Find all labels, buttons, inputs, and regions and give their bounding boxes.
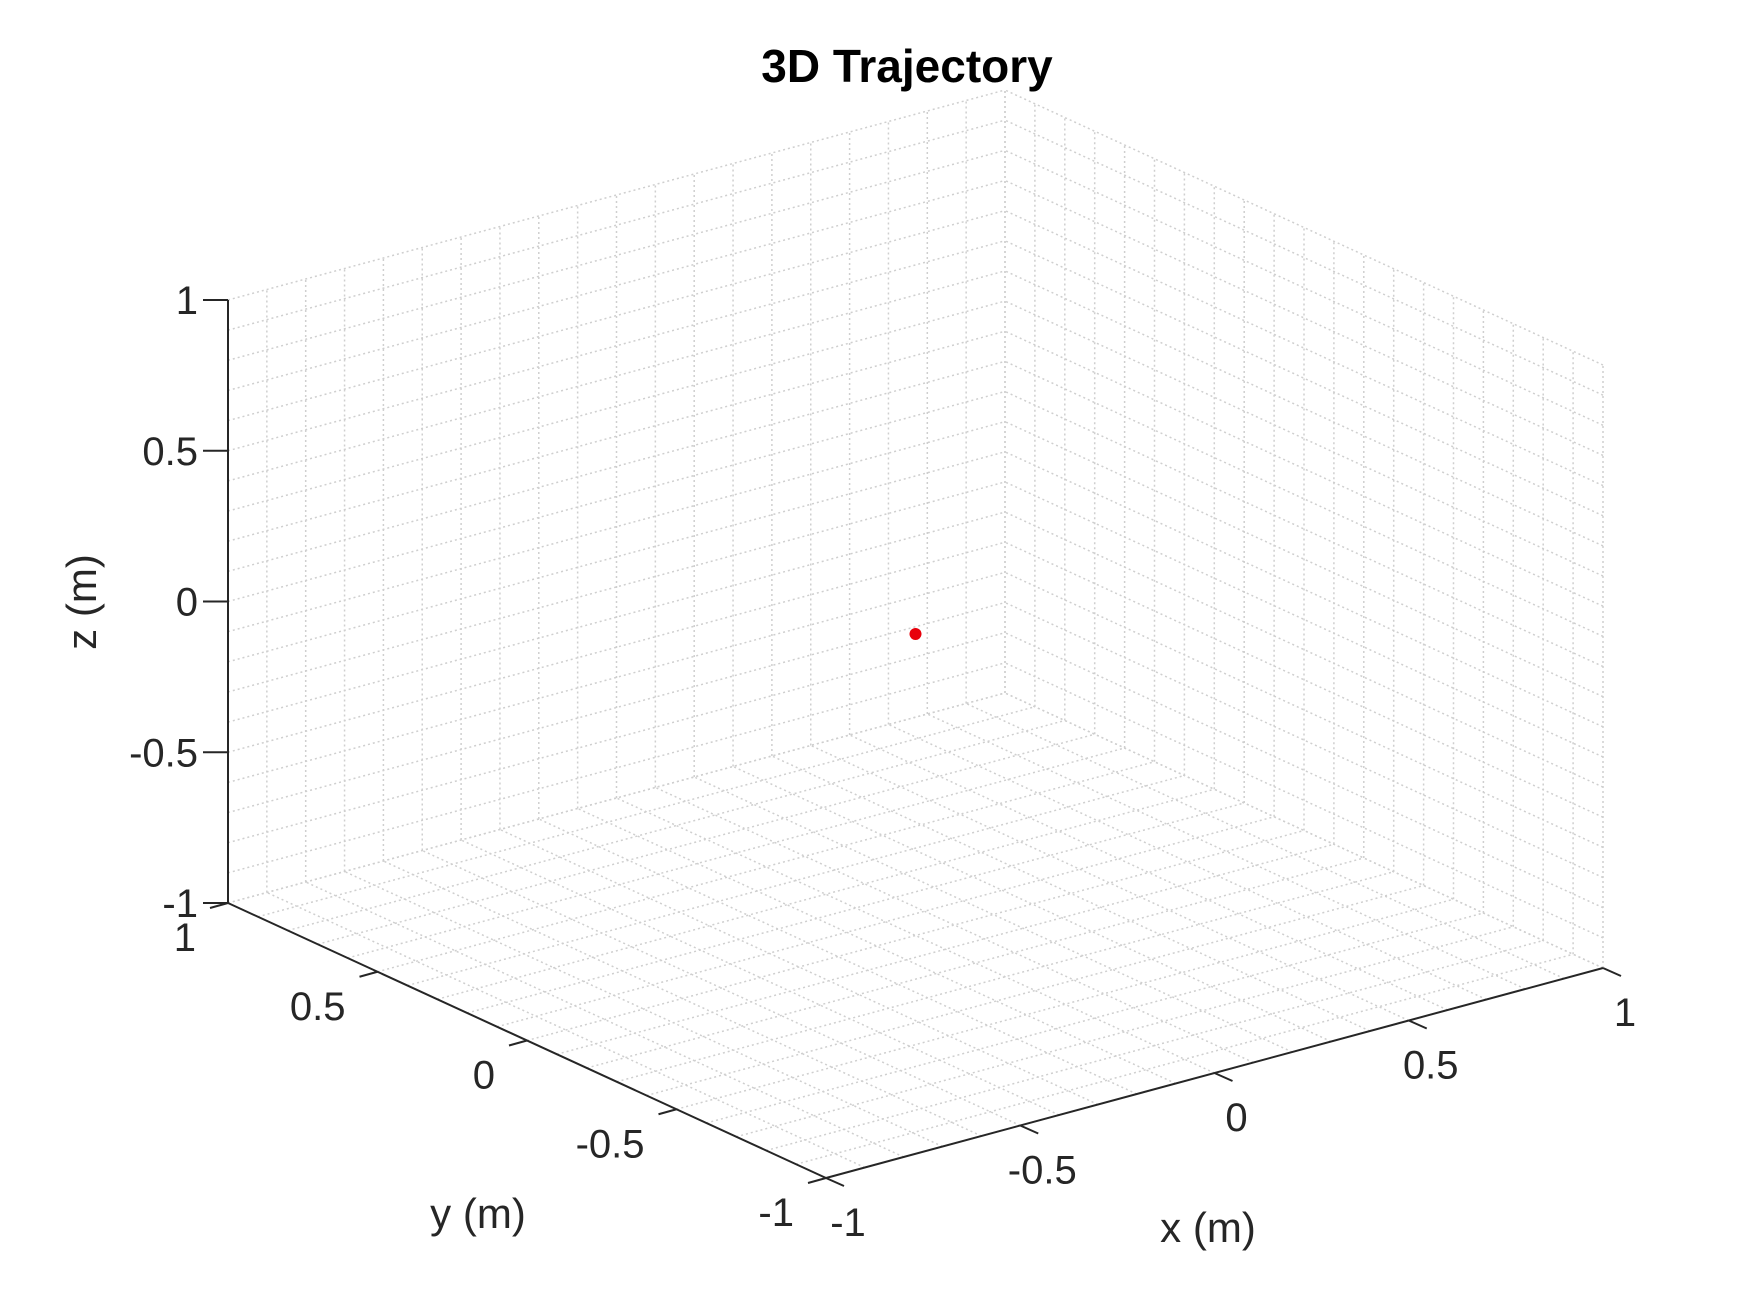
grid-line [467, 802, 1245, 1014]
z-axis-ticks: -1 -0.5 0 0.5 1 [129, 279, 228, 926]
x-tick-mark [1602, 967, 1622, 977]
grid-line [377, 761, 1155, 973]
x-tick-label: 0 [1225, 1096, 1247, 1140]
grid-line [227, 360, 1006, 573]
grid-line [227, 571, 1006, 784]
z-tick-label: 0.5 [142, 430, 198, 474]
y-tick-label: -1 [758, 1191, 794, 1235]
trajectory-points [909, 628, 922, 640]
grid-line [227, 119, 1006, 331]
y-tick-mark [359, 970, 378, 978]
y-tick-mark [209, 902, 229, 909]
y-axis-label: y (m) [430, 1190, 526, 1237]
z-tick-label: 1 [176, 279, 198, 323]
chart-title: 3D Trajectory [761, 40, 1053, 92]
grid-line [227, 300, 1006, 512]
grid-line [227, 240, 1006, 452]
z-tick-label: -1 [162, 882, 198, 926]
grid-line [227, 692, 1006, 904]
grid-line [556, 843, 1335, 1055]
y-tick-mark [658, 1108, 677, 1116]
grid-line [526, 829, 1305, 1042]
x-axis-label: x (m) [1160, 1204, 1256, 1251]
grid-line [227, 511, 1006, 723]
grid-line [676, 898, 1454, 1110]
grid-line [227, 209, 1006, 422]
grid-line [347, 747, 1125, 959]
x-tick-label: 0.5 [1403, 1044, 1459, 1088]
grid-line [227, 89, 1006, 301]
y-tick-label: 0 [473, 1054, 495, 1098]
y-axis-ticks: -1 -0.5 0 0.5 1 [174, 902, 827, 1235]
grid-line [227, 270, 1006, 482]
grid-line [317, 733, 1095, 945]
x-tick-label: 1 [1614, 991, 1636, 1035]
grid-line [227, 451, 1006, 663]
x-tick-label: -0.5 [1008, 1149, 1077, 1193]
z-tick-label: -0.5 [129, 731, 198, 775]
grid-line [766, 939, 1544, 1152]
x-axis-ticks: -1 -0.5 0 0.5 1 [825, 967, 1636, 1245]
grid-line [407, 774, 1185, 987]
x-tick-mark [1019, 1124, 1039, 1135]
grid-line [257, 706, 1036, 918]
grid-line [227, 481, 1006, 693]
x-tick-label: -1 [830, 1201, 866, 1245]
trajectory-point [909, 628, 922, 640]
grid-line [287, 719, 1065, 932]
y-tick-label: 0.5 [290, 985, 346, 1029]
grid-line [227, 330, 1006, 542]
y-tick-label: 1 [174, 916, 196, 960]
grid-line [616, 871, 1394, 1083]
grid-side-wall-yz [1004, 89, 1604, 969]
grid-line [227, 149, 1006, 362]
grid-line [586, 857, 1364, 1069]
x-tick-mark [1214, 1072, 1233, 1082]
grid-line [227, 631, 1006, 844]
grid-floor-xy [227, 692, 1604, 1179]
grid-back-wall-xz [227, 89, 1006, 904]
z-tick-label: 0 [176, 581, 198, 625]
grid-line [496, 816, 1275, 1028]
grid-line [227, 179, 1006, 392]
z-axis-label: z (m) [58, 554, 105, 650]
grid-line [227, 390, 1006, 603]
y-tick-mark [508, 1039, 528, 1047]
x-tick-mark [825, 1177, 845, 1187]
grid-line [795, 953, 1574, 1165]
grid-line [437, 788, 1215, 1000]
grid-line [227, 541, 1006, 753]
grid-line [736, 926, 1514, 1138]
grid-line [227, 420, 1006, 633]
x-tick-mark [1408, 1019, 1428, 1030]
y-tick-mark [807, 1177, 827, 1184]
grid-line [706, 912, 1484, 1124]
y-tick-label: -0.5 [576, 1122, 645, 1166]
grid-line [646, 884, 1424, 1097]
grid-line [227, 662, 1006, 874]
grid-line [227, 601, 1006, 814]
